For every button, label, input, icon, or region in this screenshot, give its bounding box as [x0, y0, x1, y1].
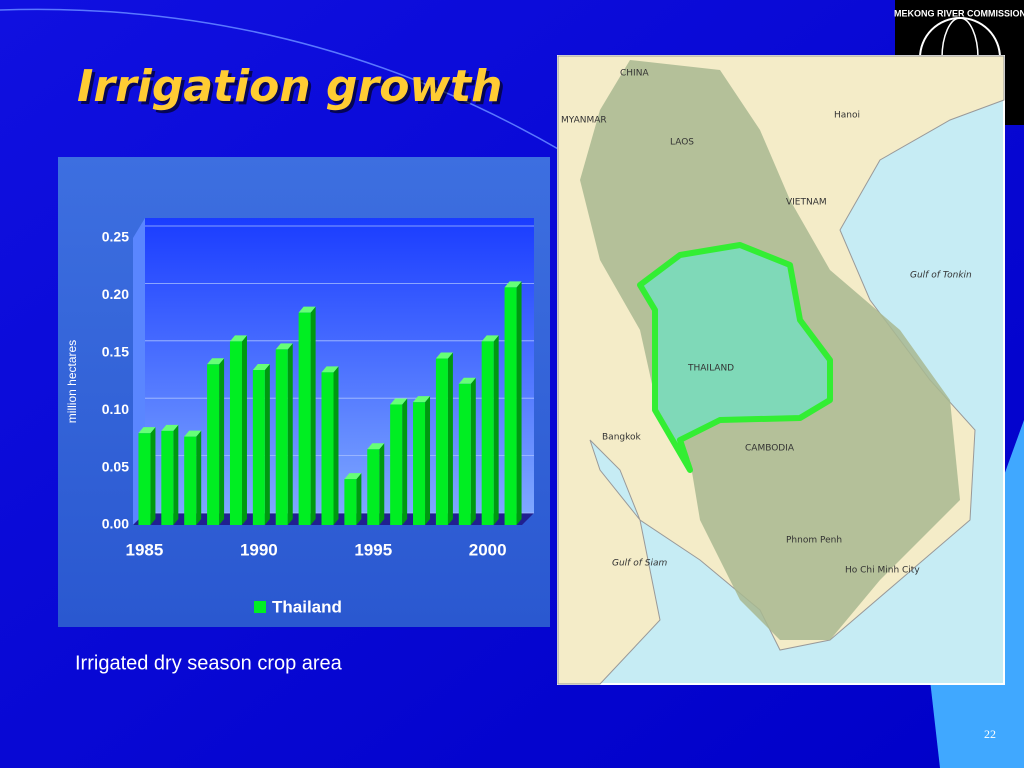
- bar-top: [481, 335, 499, 342]
- bar-side: [333, 366, 339, 525]
- y-tick-label: 0.25: [102, 229, 129, 245]
- legend-label: Thailand: [272, 597, 342, 616]
- deco-curve: [0, 8, 561, 151]
- bar-top: [229, 335, 247, 342]
- map-label: Ho Chi Minh City: [845, 566, 920, 576]
- bar: [184, 436, 197, 525]
- map-label: Phnom Penh: [786, 536, 842, 546]
- chart: 0.00 0.05 0.10 0.15 0.20 0.25 million hectares…: [65, 218, 534, 616]
- bar-top: [138, 427, 156, 434]
- bar-top: [458, 377, 476, 384]
- bar-side: [425, 396, 431, 525]
- bar-top: [344, 473, 362, 480]
- bar-top: [435, 352, 453, 359]
- map-label: Hanoi: [834, 111, 860, 121]
- bar: [138, 433, 151, 525]
- bar-top: [390, 398, 408, 405]
- map-label: Gulf of Tonkin: [910, 271, 972, 281]
- bar: [321, 372, 334, 525]
- logo-text: MEKONG RIVER COMMISSION: [894, 8, 1024, 18]
- map-label: VIETNAM: [786, 198, 827, 208]
- bar-side: [150, 427, 156, 525]
- bar-side: [219, 358, 225, 525]
- bar-top: [321, 366, 339, 373]
- bar-top: [161, 424, 179, 431]
- bar: [481, 341, 494, 525]
- bar-top: [298, 306, 316, 313]
- slide-title: Irrigation growth: [77, 61, 502, 112]
- bar-top: [504, 281, 522, 288]
- page-number: 22: [984, 727, 996, 741]
- bar-side: [196, 430, 202, 525]
- bar-side: [516, 281, 522, 525]
- bar-top: [413, 396, 431, 403]
- bar-top: [207, 358, 225, 365]
- bar-side: [379, 443, 385, 525]
- bar: [298, 312, 311, 525]
- bar-side: [356, 473, 362, 525]
- map-label: Bangkok: [602, 433, 642, 443]
- bar-side: [241, 335, 247, 525]
- y-tick-label: 0.15: [102, 344, 129, 360]
- map-label: CAMBODIA: [745, 444, 795, 454]
- bar-side: [402, 398, 408, 525]
- map-label: CHINA: [620, 69, 649, 79]
- map-label: MYANMAR: [561, 116, 607, 126]
- map-label: THAILAND: [687, 364, 734, 374]
- x-tick-label: 1990: [240, 540, 278, 559]
- bar: [367, 449, 380, 525]
- bar-side: [310, 306, 316, 525]
- bar-top: [252, 364, 270, 371]
- y-tick-label: 0.05: [102, 458, 129, 474]
- bar: [207, 364, 220, 525]
- bar-side: [287, 343, 293, 525]
- bar-top: [367, 443, 385, 450]
- legend-swatch: [254, 601, 266, 613]
- y-tick-label: 0.00: [102, 516, 129, 532]
- bar-side: [447, 352, 453, 525]
- bar: [458, 383, 471, 525]
- bar: [413, 402, 426, 525]
- map-label: LAOS: [670, 138, 694, 148]
- bar-side: [493, 335, 499, 525]
- y-tick-label: 0.20: [102, 286, 129, 302]
- bar: [275, 349, 288, 525]
- title-shadow: Irrigation growth: [80, 64, 505, 115]
- y-tick-label: 0.10: [102, 401, 129, 417]
- bar: [504, 287, 517, 525]
- bar: [161, 430, 174, 525]
- bar: [229, 341, 242, 525]
- x-tick-label: 2000: [469, 540, 507, 559]
- x-tick-label: 1995: [354, 540, 392, 559]
- bar: [344, 479, 357, 525]
- bar-side: [173, 424, 179, 525]
- bar: [252, 370, 265, 525]
- map-label: Gulf of Siam: [612, 559, 667, 569]
- y-axis-label: million hectares: [65, 340, 79, 423]
- bar: [390, 404, 403, 525]
- caption: Irrigated dry season crop area: [75, 652, 343, 674]
- bar-side: [470, 377, 476, 525]
- bar-top: [275, 343, 293, 350]
- x-tick-label: 1985: [126, 540, 164, 559]
- bar: [435, 358, 448, 525]
- bar-top: [184, 430, 202, 437]
- bar-side: [264, 364, 270, 525]
- map: CHINA MYANMAR LAOS Hanoi VIETNAM Gulf of…: [557, 55, 1005, 685]
